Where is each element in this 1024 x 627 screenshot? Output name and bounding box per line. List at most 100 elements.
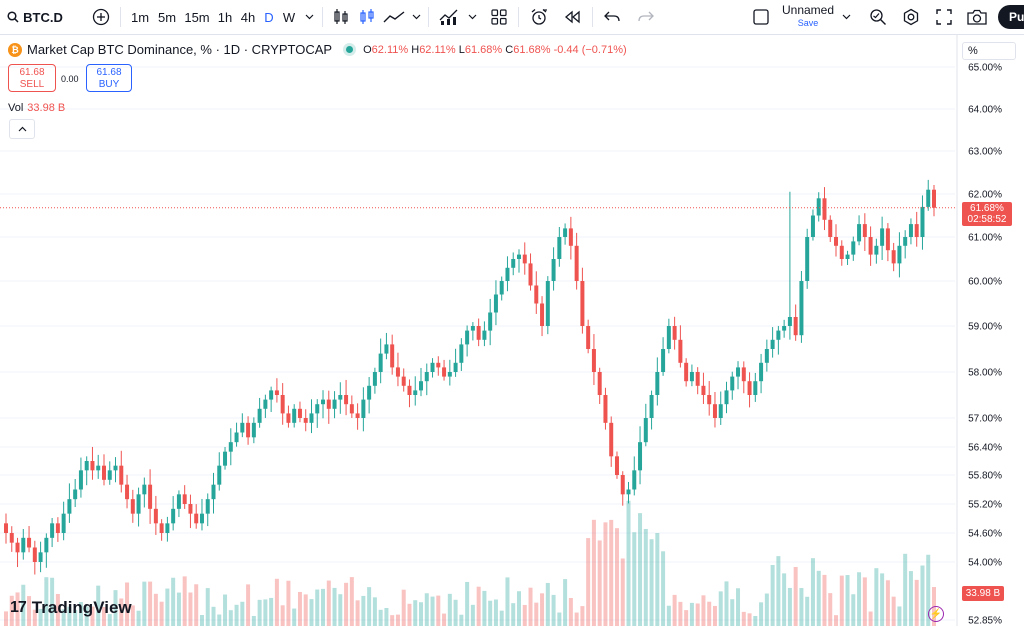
volume-bar (834, 615, 839, 626)
candle-body (153, 508, 158, 524)
volume-bar (557, 612, 562, 626)
volume-bar (228, 610, 233, 626)
layout-menu-button[interactable] (840, 0, 852, 34)
volume-bar (862, 577, 867, 626)
volume-bar (638, 513, 643, 626)
replay-button[interactable] (560, 0, 584, 34)
volume-bar (787, 587, 792, 626)
spread-value: 0.00 (61, 74, 79, 84)
candle-body (303, 418, 308, 423)
interval-4h[interactable]: 4h (240, 9, 256, 25)
candle-body (891, 250, 896, 264)
interval-15m[interactable]: 15m (184, 9, 210, 25)
candle-body (194, 513, 199, 524)
indicators-button[interactable] (437, 0, 461, 34)
line-chart-type-button[interactable] (381, 0, 407, 34)
price-chart[interactable] (0, 35, 1024, 626)
interval-d[interactable]: D (264, 9, 274, 25)
candle-body (361, 399, 366, 418)
candle-body (453, 362, 458, 372)
symbol-name: BTC.D (23, 9, 63, 25)
candle-body (857, 224, 862, 242)
undo-button[interactable] (600, 0, 624, 34)
volume-bar (753, 615, 758, 626)
candle-body (326, 399, 331, 409)
market-status-icon[interactable] (346, 46, 354, 53)
candle-body (759, 362, 764, 382)
candle-body (395, 367, 400, 377)
volume-bar (61, 609, 66, 626)
snapshot-button[interactable] (964, 0, 990, 34)
candle-body (61, 513, 66, 533)
quick-search-button[interactable] (866, 0, 890, 34)
interval-1m[interactable]: 1m (130, 9, 150, 25)
candle-body (885, 228, 890, 251)
candle-body (50, 523, 55, 538)
candle-body (920, 206, 925, 237)
redo-button[interactable] (634, 0, 658, 34)
symbol-search-button[interactable]: BTC.D (6, 0, 64, 34)
layout-name-button[interactable]: Unnamed Save (780, 4, 836, 30)
volume-bar (27, 596, 32, 626)
buy-button[interactable]: 61.68 BUY (86, 64, 132, 92)
candle-body (701, 385, 706, 395)
candle-body (926, 189, 931, 207)
candle-body (534, 285, 539, 304)
interval-1h[interactable]: 1h (217, 9, 233, 25)
volume-legend: Vol 33.98 B (8, 102, 65, 114)
candle-body (845, 254, 850, 259)
divider (428, 7, 429, 27)
volume-bar (516, 591, 521, 626)
volume-bar (384, 607, 389, 626)
candle-body (787, 317, 792, 326)
candle-body (776, 330, 781, 340)
volume-bar (470, 604, 475, 626)
volume-bar (90, 606, 95, 626)
volume-label: Vol (8, 102, 24, 114)
interval-menu-button[interactable] (302, 0, 316, 34)
fullscreen-button[interactable] (932, 0, 956, 34)
tradingview-logo[interactable]: 17 TradingView (10, 598, 132, 618)
buy-label: BUY (98, 79, 120, 90)
candle-body (136, 494, 141, 514)
candle-body (251, 422, 256, 438)
sell-button[interactable]: 61.68 SELL (8, 64, 56, 92)
settings-button[interactable] (899, 0, 923, 34)
square-icon (753, 9, 769, 25)
brand-name: TradingView (31, 598, 132, 617)
volume-bar (505, 577, 510, 626)
volume-bar (424, 593, 429, 626)
templates-button[interactable] (488, 0, 510, 34)
lightning-icon[interactable]: ⚡ (928, 606, 944, 622)
indicators-menu-button[interactable] (466, 0, 478, 34)
volume-bar (897, 606, 902, 626)
collapse-legend-button[interactable] (9, 119, 35, 139)
price-tick: 57.00% (968, 413, 1002, 425)
chart-type-menu-button[interactable] (410, 0, 422, 34)
candle-body (770, 339, 775, 349)
candle-body (782, 326, 787, 331)
volume-bar (101, 607, 106, 626)
volume-bar (684, 610, 689, 626)
volume-bar (609, 519, 614, 626)
scale-mode-button[interactable]: % (962, 42, 1016, 60)
volume-bar (240, 601, 245, 626)
volume-bar (194, 584, 199, 626)
volume-bar (661, 551, 666, 626)
volume-bar (695, 603, 700, 626)
interval-w[interactable]: W (282, 9, 296, 25)
volume-bar (419, 602, 424, 626)
alert-button[interactable] (527, 0, 551, 34)
candle-body (516, 254, 521, 259)
candles-chart-type-button[interactable] (356, 0, 378, 34)
volume-bar (148, 581, 153, 626)
volume-bar (493, 599, 498, 626)
add-symbol-button[interactable] (90, 0, 112, 34)
interval-5m[interactable]: 5m (157, 9, 177, 25)
candle-body (764, 349, 769, 363)
publish-button[interactable]: Pul (998, 5, 1024, 29)
bar-chart-type-button[interactable] (330, 0, 352, 34)
volume-bar (165, 588, 170, 626)
layout-toggle-button[interactable] (750, 0, 772, 34)
volume-bar (176, 592, 181, 626)
